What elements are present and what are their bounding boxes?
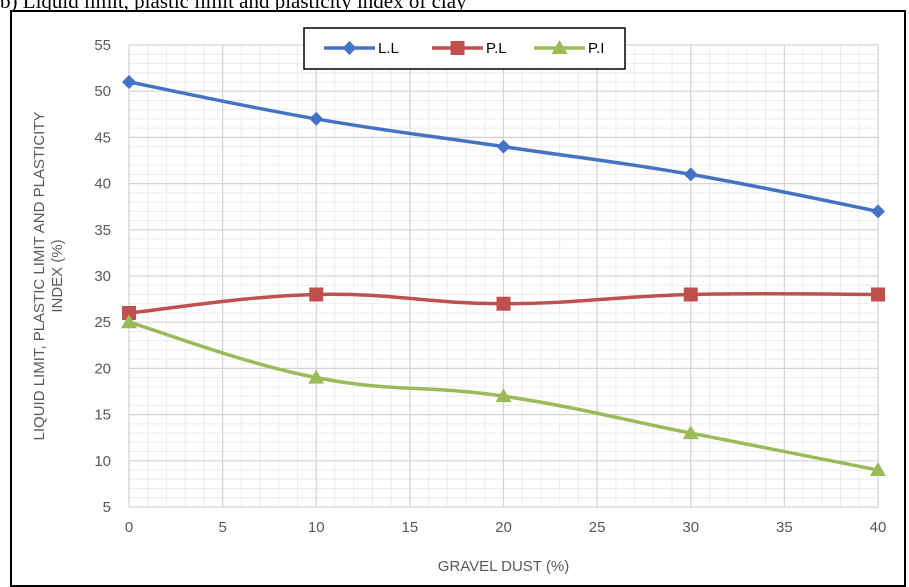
data-point-l-l [683,167,698,182]
y-tick-labels: 5 10 15 20 25 30 35 40 45 50 55 [94,37,111,516]
data-point-p-l [309,287,324,302]
y-tick-label: 40 [94,176,111,193]
y-tick-label: 5 [103,499,111,516]
y-tick-label: 15 [94,407,111,424]
data-point-p-l [122,305,136,320]
x-tick-label: 5 [218,519,226,536]
figure-caption: b) Liquid limit, plastic limit and plast… [0,0,909,11]
series-markers [121,74,886,477]
y-axis-title-line2: INDEX (%) [49,239,66,312]
x-tick-label: 25 [589,519,606,536]
x-tick-label: 10 [308,519,325,536]
y-tick-label: 25 [94,314,111,331]
y-axis-title: LIQUID LIMIT, PLASTIC LIMIT AND PLASTICI… [31,112,66,441]
legend-marker-p-l [450,41,465,55]
legend-label-l-l: L.L [378,40,399,57]
data-point-p-l [871,287,885,302]
legend-item-p-l: P.L [432,40,507,57]
legend-item-l-l: L.L [324,40,399,57]
legend-marker-p-i [551,40,568,54]
data-point-l-l [496,139,511,154]
y-tick-label: 30 [94,268,111,285]
y-tick-label: 55 [94,37,111,54]
x-tick-label: 15 [402,519,419,536]
legend: L.L P.L P.I [303,27,626,70]
data-point-p-i [495,388,512,403]
data-point-p-i [121,314,137,329]
y-tick-label: 10 [94,453,111,470]
legend-label-p-i: P.I [588,40,604,57]
y-axis-title-line1: LIQUID LIMIT, PLASTIC LIMIT AND PLASTICI… [31,112,48,441]
data-point-p-i [870,462,886,477]
legend-marker-l-l [342,41,357,55]
data-point-p-l [496,296,511,311]
data-point-l-l [122,74,136,89]
y-tick-label: 35 [94,222,111,239]
x-tick-label: 0 [125,519,133,536]
data-point-p-i [682,425,699,440]
data-point-p-l [683,287,698,302]
legend-items: L.L P.L P.I [324,40,604,57]
data-point-l-l [309,111,324,126]
data-point-p-i [308,369,325,384]
x-tick-label: 30 [682,519,699,536]
x-tick-labels: 0 5 10 15 20 25 30 35 40 [125,519,887,536]
major-grid [128,44,879,508]
x-tick-label: 35 [776,519,793,536]
y-tick-label: 20 [94,360,111,377]
y-tick-label: 50 [94,83,111,100]
data-point-l-l [871,204,885,219]
x-axis-title: GRAVEL DUST (%) [438,558,569,575]
y-tick-label: 45 [94,129,111,146]
legend-label-p-l: P.L [486,40,507,57]
x-tick-label: 40 [870,519,887,536]
x-tick-label: 20 [495,519,512,536]
legend-item-p-i: P.I [534,40,604,57]
